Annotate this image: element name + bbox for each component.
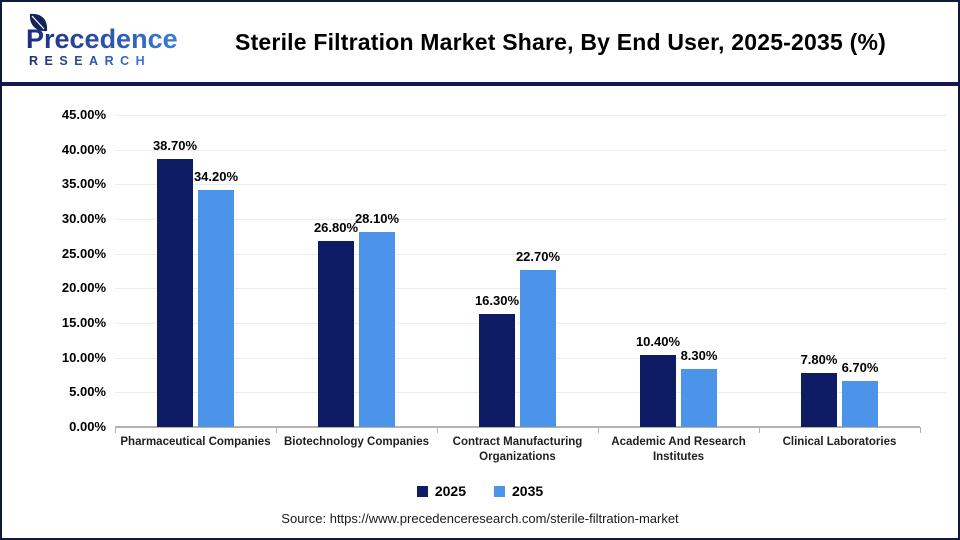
y-axis-label: 0.00% (69, 419, 106, 434)
bar-value-label: 8.30% (680, 348, 718, 364)
chart-title: Sterile Filtration Market Share, By End … (235, 28, 886, 55)
x-axis-category-label: Contract Manufacturing Organizations (452, 436, 583, 463)
axis-tick (759, 427, 760, 433)
axis-tick (920, 427, 921, 433)
plot-area: 45.00% 40.00% 35.00% 30.00% 25.00% 20.00% 15.0… (2, 86, 958, 478)
bar-value-label: 34.20% (193, 168, 239, 184)
bar-2025-clinical-laboratories (801, 372, 837, 427)
bar-value-label: 22.70% (515, 248, 561, 264)
bar-2025-pharmaceutical-companies (157, 158, 193, 427)
gridline (115, 219, 947, 220)
source-row: Source: https://www.precedenceresearch.c… (2, 504, 958, 532)
y-axis-label: 35.00% (61, 176, 106, 192)
y-axis-label: 15.00% (61, 315, 106, 330)
legend-swatch-2025 (416, 485, 428, 497)
bar-2035-contract-manufacturing-organizations (520, 269, 556, 427)
y-axis-label: 30.00% (61, 211, 106, 226)
legend-swatch-2035 (494, 485, 505, 497)
y-axis-label: 45.00% (61, 107, 106, 122)
bar-value-label: 26.80% (313, 220, 359, 236)
axis-tick (115, 427, 116, 433)
x-axis-category-label: Biotechnology Companies (283, 436, 430, 448)
gridline (115, 149, 947, 151)
legend-label: 2025 (434, 483, 466, 499)
x-axis-line (115, 426, 920, 428)
bar-2035-clinical-laboratories (842, 380, 878, 427)
logo-sub-text: RESEARCH (29, 54, 151, 68)
bar-value-label: 16.30% (474, 292, 520, 308)
bar-2025-biotechnology-companies (318, 241, 354, 427)
bar-value-label: 10.40% (635, 333, 681, 349)
precedence-research-logo: Precedence RESEARCH (26, 13, 178, 68)
x-axis-category-label: Academic And Research Institutes (611, 436, 746, 463)
source-text: Source: https://www.precedenceresearch.c… (281, 510, 679, 526)
y-axis-label: 5.00% (69, 384, 106, 400)
logo-brand-text: Precedence (26, 24, 178, 54)
legend-item-2035: 2035 (494, 483, 543, 499)
bar-2025-contract-manufacturing-organizations (479, 313, 515, 427)
y-axis-label: 20.00% (61, 280, 106, 296)
bar-2035-pharmaceutical-companies (198, 189, 234, 427)
header-divider (2, 82, 958, 86)
y-axis-label: 10.00% (61, 349, 106, 365)
bar-2035-academic-and-research-institutes (681, 369, 717, 427)
bar-value-label: 7.80% (800, 351, 838, 367)
y-axis-label: 40.00% (61, 141, 106, 157)
bar-2035-biotechnology-companies (359, 232, 395, 427)
logo-container: Precedence RESEARCH (14, 11, 199, 74)
x-axis-category-label: Clinical Laboratories (782, 436, 897, 448)
header: Precedence RESEARCH Sterile Filtration M… (2, 2, 958, 82)
legend-label: 2035 (512, 483, 544, 499)
gridline (115, 253, 947, 255)
gridline (115, 115, 947, 116)
legend-item-2025: 2025 (416, 483, 466, 499)
legend: 2025 2035 (2, 478, 958, 504)
axis-tick (437, 427, 438, 433)
bar-value-label: 28.10% (354, 211, 400, 227)
leaf-stem (31, 15, 45, 29)
y-axis-label: 25.00% (61, 245, 106, 261)
axis-tick (598, 427, 599, 433)
bar-2025-academic-and-research-institutes (640, 354, 676, 427)
bar-value-label: 6.70% (841, 359, 879, 375)
axis-tick (276, 427, 277, 433)
x-axis-category-label: Pharmaceutical Companies (120, 436, 271, 448)
bar-value-label: 38.70% (152, 137, 198, 153)
gridline (115, 184, 947, 186)
